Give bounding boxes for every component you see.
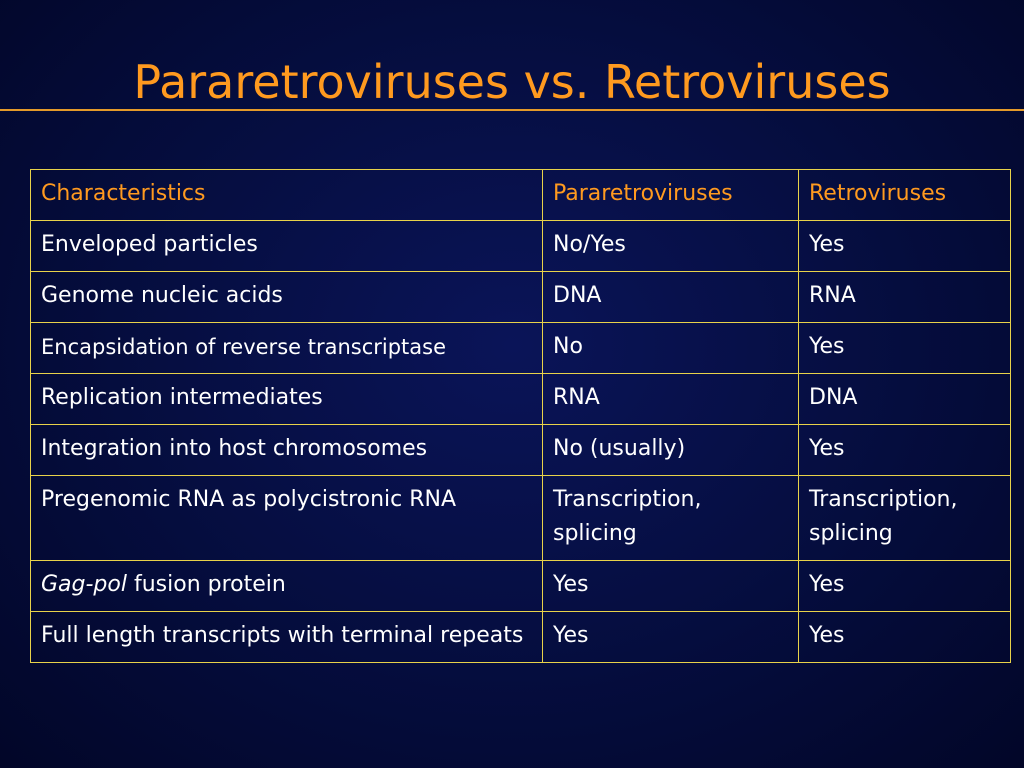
retroviruses-cell: Transcription, splicing [798, 475, 1011, 561]
characteristic-cell: Integration into host chromosomes [30, 424, 543, 476]
title-divider [0, 109, 1024, 111]
retroviruses-cell: Yes [798, 611, 1011, 663]
table-row: Enveloped particles No/Yes Yes [30, 220, 1011, 272]
retroviruses-cell: RNA [798, 271, 1011, 323]
characteristic-cell: Gag-pol fusion protein [30, 560, 543, 612]
retroviruses-cell: Yes [798, 220, 1011, 272]
characteristic-cell: Genome nucleic acids [30, 271, 543, 323]
table-row: Encapsidation of reverse transcriptase N… [30, 322, 1011, 374]
pararetroviruses-cell: No/Yes [542, 220, 799, 272]
comparison-table: Characteristics Pararetroviruses Retrovi… [30, 169, 1011, 663]
characteristic-cell: Pregenomic RNA as polycistronic RNA [30, 475, 543, 561]
header-retroviruses: Retroviruses [798, 169, 1011, 221]
pararetroviruses-cell: Yes [542, 611, 799, 663]
pararetroviruses-cell: No (usually) [542, 424, 799, 476]
pararetroviruses-cell: Yes [542, 560, 799, 612]
pararetroviruses-cell: DNA [542, 271, 799, 323]
table-header-row: Characteristics Pararetroviruses Retrovi… [30, 169, 1011, 221]
table-row: Integration into host chromosomes No (us… [30, 424, 1011, 476]
table-row: Pregenomic RNA as polycistronic RNA Tran… [30, 475, 1011, 561]
retroviruses-cell: Yes [798, 322, 1011, 374]
table-row: Gag-pol fusion protein Yes Yes [30, 560, 1011, 612]
characteristic-cell: Encapsidation of reverse transcriptase [30, 322, 543, 374]
table-row: Full length transcripts with terminal re… [30, 611, 1011, 663]
header-pararetroviruses: Pararetroviruses [542, 169, 799, 221]
pararetroviruses-cell: Transcription, splicing [542, 475, 799, 561]
retroviruses-cell: DNA [798, 373, 1011, 425]
characteristic-cell: Enveloped particles [30, 220, 543, 272]
header-characteristics: Characteristics [30, 169, 543, 221]
retroviruses-cell: Yes [798, 424, 1011, 476]
characteristic-cell: Full length transcripts with terminal re… [30, 611, 543, 663]
pararetroviruses-cell: RNA [542, 373, 799, 425]
characteristic-cell: Replication intermediates [30, 373, 543, 425]
slide-title: Pararetroviruses vs. Retroviruses [133, 55, 891, 109]
table-row: Replication intermediates RNA DNA [30, 373, 1011, 425]
table-row: Genome nucleic acids DNA RNA [30, 271, 1011, 323]
characteristic-text: fusion protein [126, 572, 286, 597]
pararetroviruses-cell: No [542, 322, 799, 374]
retroviruses-cell: Yes [798, 560, 1011, 612]
characteristic-italic-text: Gag-pol [41, 572, 127, 597]
